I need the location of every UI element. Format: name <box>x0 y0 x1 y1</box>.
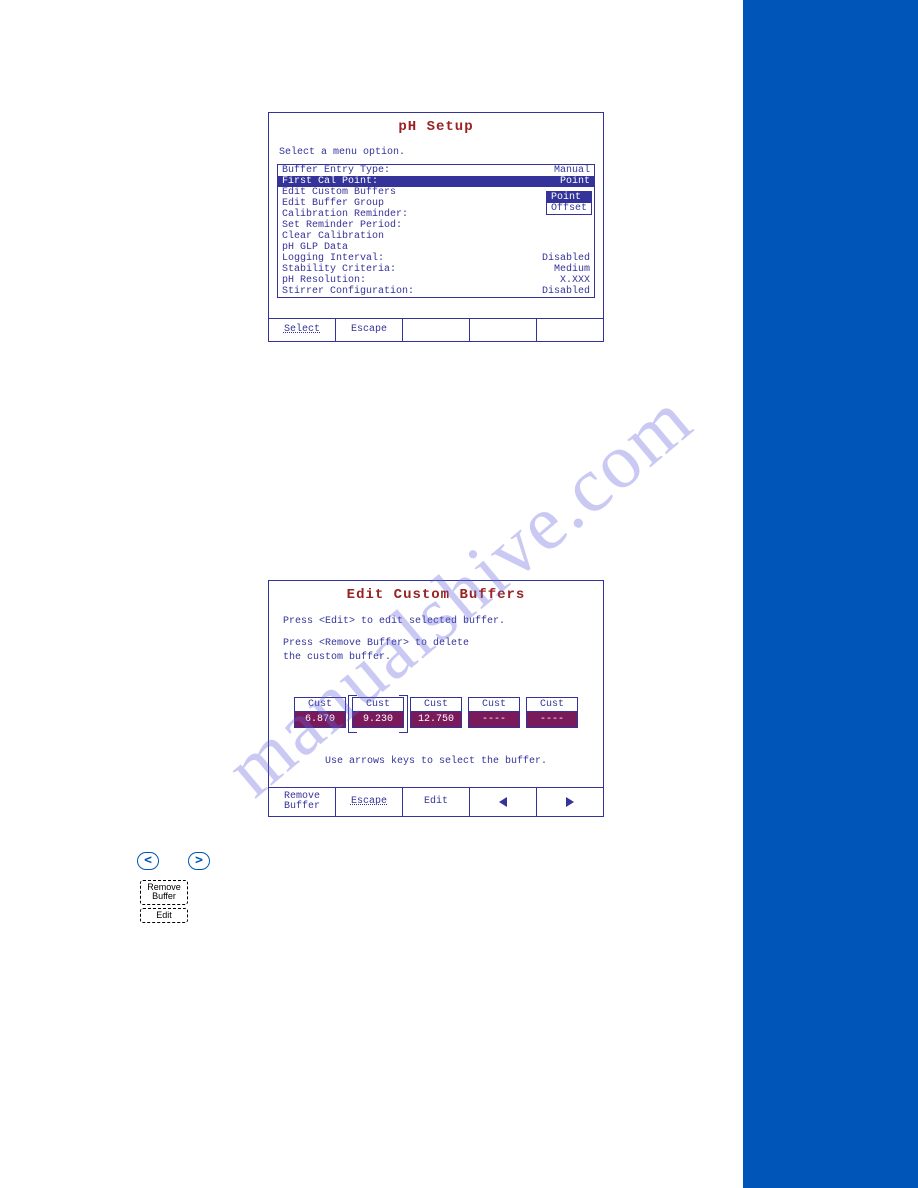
softkey-bar: Remove Buffer Escape Edit <box>269 787 603 816</box>
buffer-value: ---- <box>468 711 520 728</box>
remove-buffer-button[interactable]: Remove Buffer <box>140 880 188 905</box>
buffer-row: Cust 6.870 Cust 9.230 Cust 12.750 Cust -… <box>269 669 603 738</box>
menu-label: First Cal Point: <box>282 176 378 187</box>
buffer-label: Cust <box>410 697 462 711</box>
softkey-bar: Select Escape <box>269 318 603 341</box>
popup-option[interactable]: Point <box>547 192 591 203</box>
prev-arrow-button[interactable]: < <box>137 852 159 870</box>
buffer-label: Cust <box>468 697 520 711</box>
menu-label: pH GLP Data <box>282 242 348 253</box>
menu-row[interactable]: First Cal Point: Point <box>278 176 594 187</box>
menu-label: pH Resolution: <box>282 275 366 286</box>
menu-label: Stability Criteria: <box>282 264 396 275</box>
menu-value: X.XXX <box>560 275 590 286</box>
screen2-line2: Press <Remove Buffer> to delete <box>269 633 603 651</box>
menu-label: Edit Custom Buffers <box>282 187 396 198</box>
menu-label: Set Reminder Period: <box>282 220 402 231</box>
buffer-label: Cust <box>294 697 346 711</box>
screen2-title: Edit Custom Buffers <box>269 581 603 611</box>
menu-value: Disabled <box>542 286 590 297</box>
softkey-escape[interactable]: Escape <box>336 319 403 341</box>
screen2-line1: Press <Edit> to edit selected buffer. <box>269 611 603 633</box>
buffer-item[interactable]: Cust ---- <box>526 697 578 728</box>
buffer-value: 9.230 <box>352 711 404 728</box>
triangle-right-icon <box>566 797 574 807</box>
edit-button[interactable]: Edit <box>140 908 188 923</box>
softkey-select[interactable]: Select <box>269 319 336 341</box>
softkey-left[interactable] <box>470 788 537 816</box>
menu-box: Buffer Entry Type: Manual First Cal Point… <box>277 164 595 298</box>
ph-setup-screen: pH Setup Select a menu option. Buffer En… <box>268 112 604 342</box>
triangle-left-icon <box>499 797 507 807</box>
buffer-item[interactable]: Cust 6.870 <box>294 697 346 728</box>
menu-value: Point <box>560 176 590 187</box>
popup-option[interactable]: Offset <box>547 203 591 214</box>
menu-value: Medium <box>554 264 590 275</box>
buffer-value: 12.750 <box>410 711 462 728</box>
buffer-item[interactable]: Cust 12.750 <box>410 697 462 728</box>
menu-row[interactable]: Set Reminder Period: <box>278 220 594 231</box>
menu-label: Calibration Reminder: <box>282 209 408 220</box>
screen1-title: pH Setup <box>269 113 603 143</box>
softkey-edit[interactable]: Edit <box>403 788 470 816</box>
menu-row[interactable]: pH GLP Data <box>278 242 594 253</box>
buffer-item[interactable]: Cust 9.230 <box>352 697 404 728</box>
screen1-subtitle: Select a menu option. <box>269 143 603 164</box>
screen2-hint: Use arrows keys to select the buffer. <box>269 738 603 777</box>
menu-value: Manual <box>554 165 590 176</box>
menu-label: Logging Interval: <box>282 253 384 264</box>
buffer-item[interactable]: Cust ---- <box>468 697 520 728</box>
menu-row[interactable]: pH Resolution: X.XXX <box>278 275 594 286</box>
buffer-value: ---- <box>526 711 578 728</box>
buffer-value: 6.870 <box>294 711 346 728</box>
next-arrow-button[interactable]: > <box>188 852 210 870</box>
menu-row[interactable]: Stirrer Configuration: Disabled <box>278 286 594 297</box>
softkey-blank <box>403 319 470 341</box>
menu-row[interactable]: Stability Criteria: Medium <box>278 264 594 275</box>
menu-label: Buffer Entry Type: <box>282 165 390 176</box>
menu-value: Disabled <box>542 253 590 264</box>
menu-row[interactable]: Logging Interval: Disabled <box>278 253 594 264</box>
softkey-blank <box>537 319 603 341</box>
buffer-label: Cust <box>526 697 578 711</box>
softkey-right[interactable] <box>537 788 603 816</box>
softkey-escape[interactable]: Escape <box>336 788 403 816</box>
edit-custom-buffers-screen: Edit Custom Buffers Press <Edit> to edit… <box>268 580 604 817</box>
right-sidebar <box>743 0 918 1188</box>
buffer-label: Cust <box>352 697 404 711</box>
screen2-line3: the custom buffer. <box>269 651 603 669</box>
menu-label: Clear Calibration <box>282 231 384 242</box>
softkey-remove-buffer[interactable]: Remove Buffer <box>269 788 336 816</box>
menu-row[interactable]: Buffer Entry Type: Manual <box>278 165 594 176</box>
menu-label: Edit Buffer Group <box>282 198 384 209</box>
menu-label: Stirrer Configuration: <box>282 286 414 297</box>
softkey-blank <box>470 319 537 341</box>
menu-row[interactable]: Clear Calibration <box>278 231 594 242</box>
popup-dropdown[interactable]: Point Offset <box>546 191 592 215</box>
